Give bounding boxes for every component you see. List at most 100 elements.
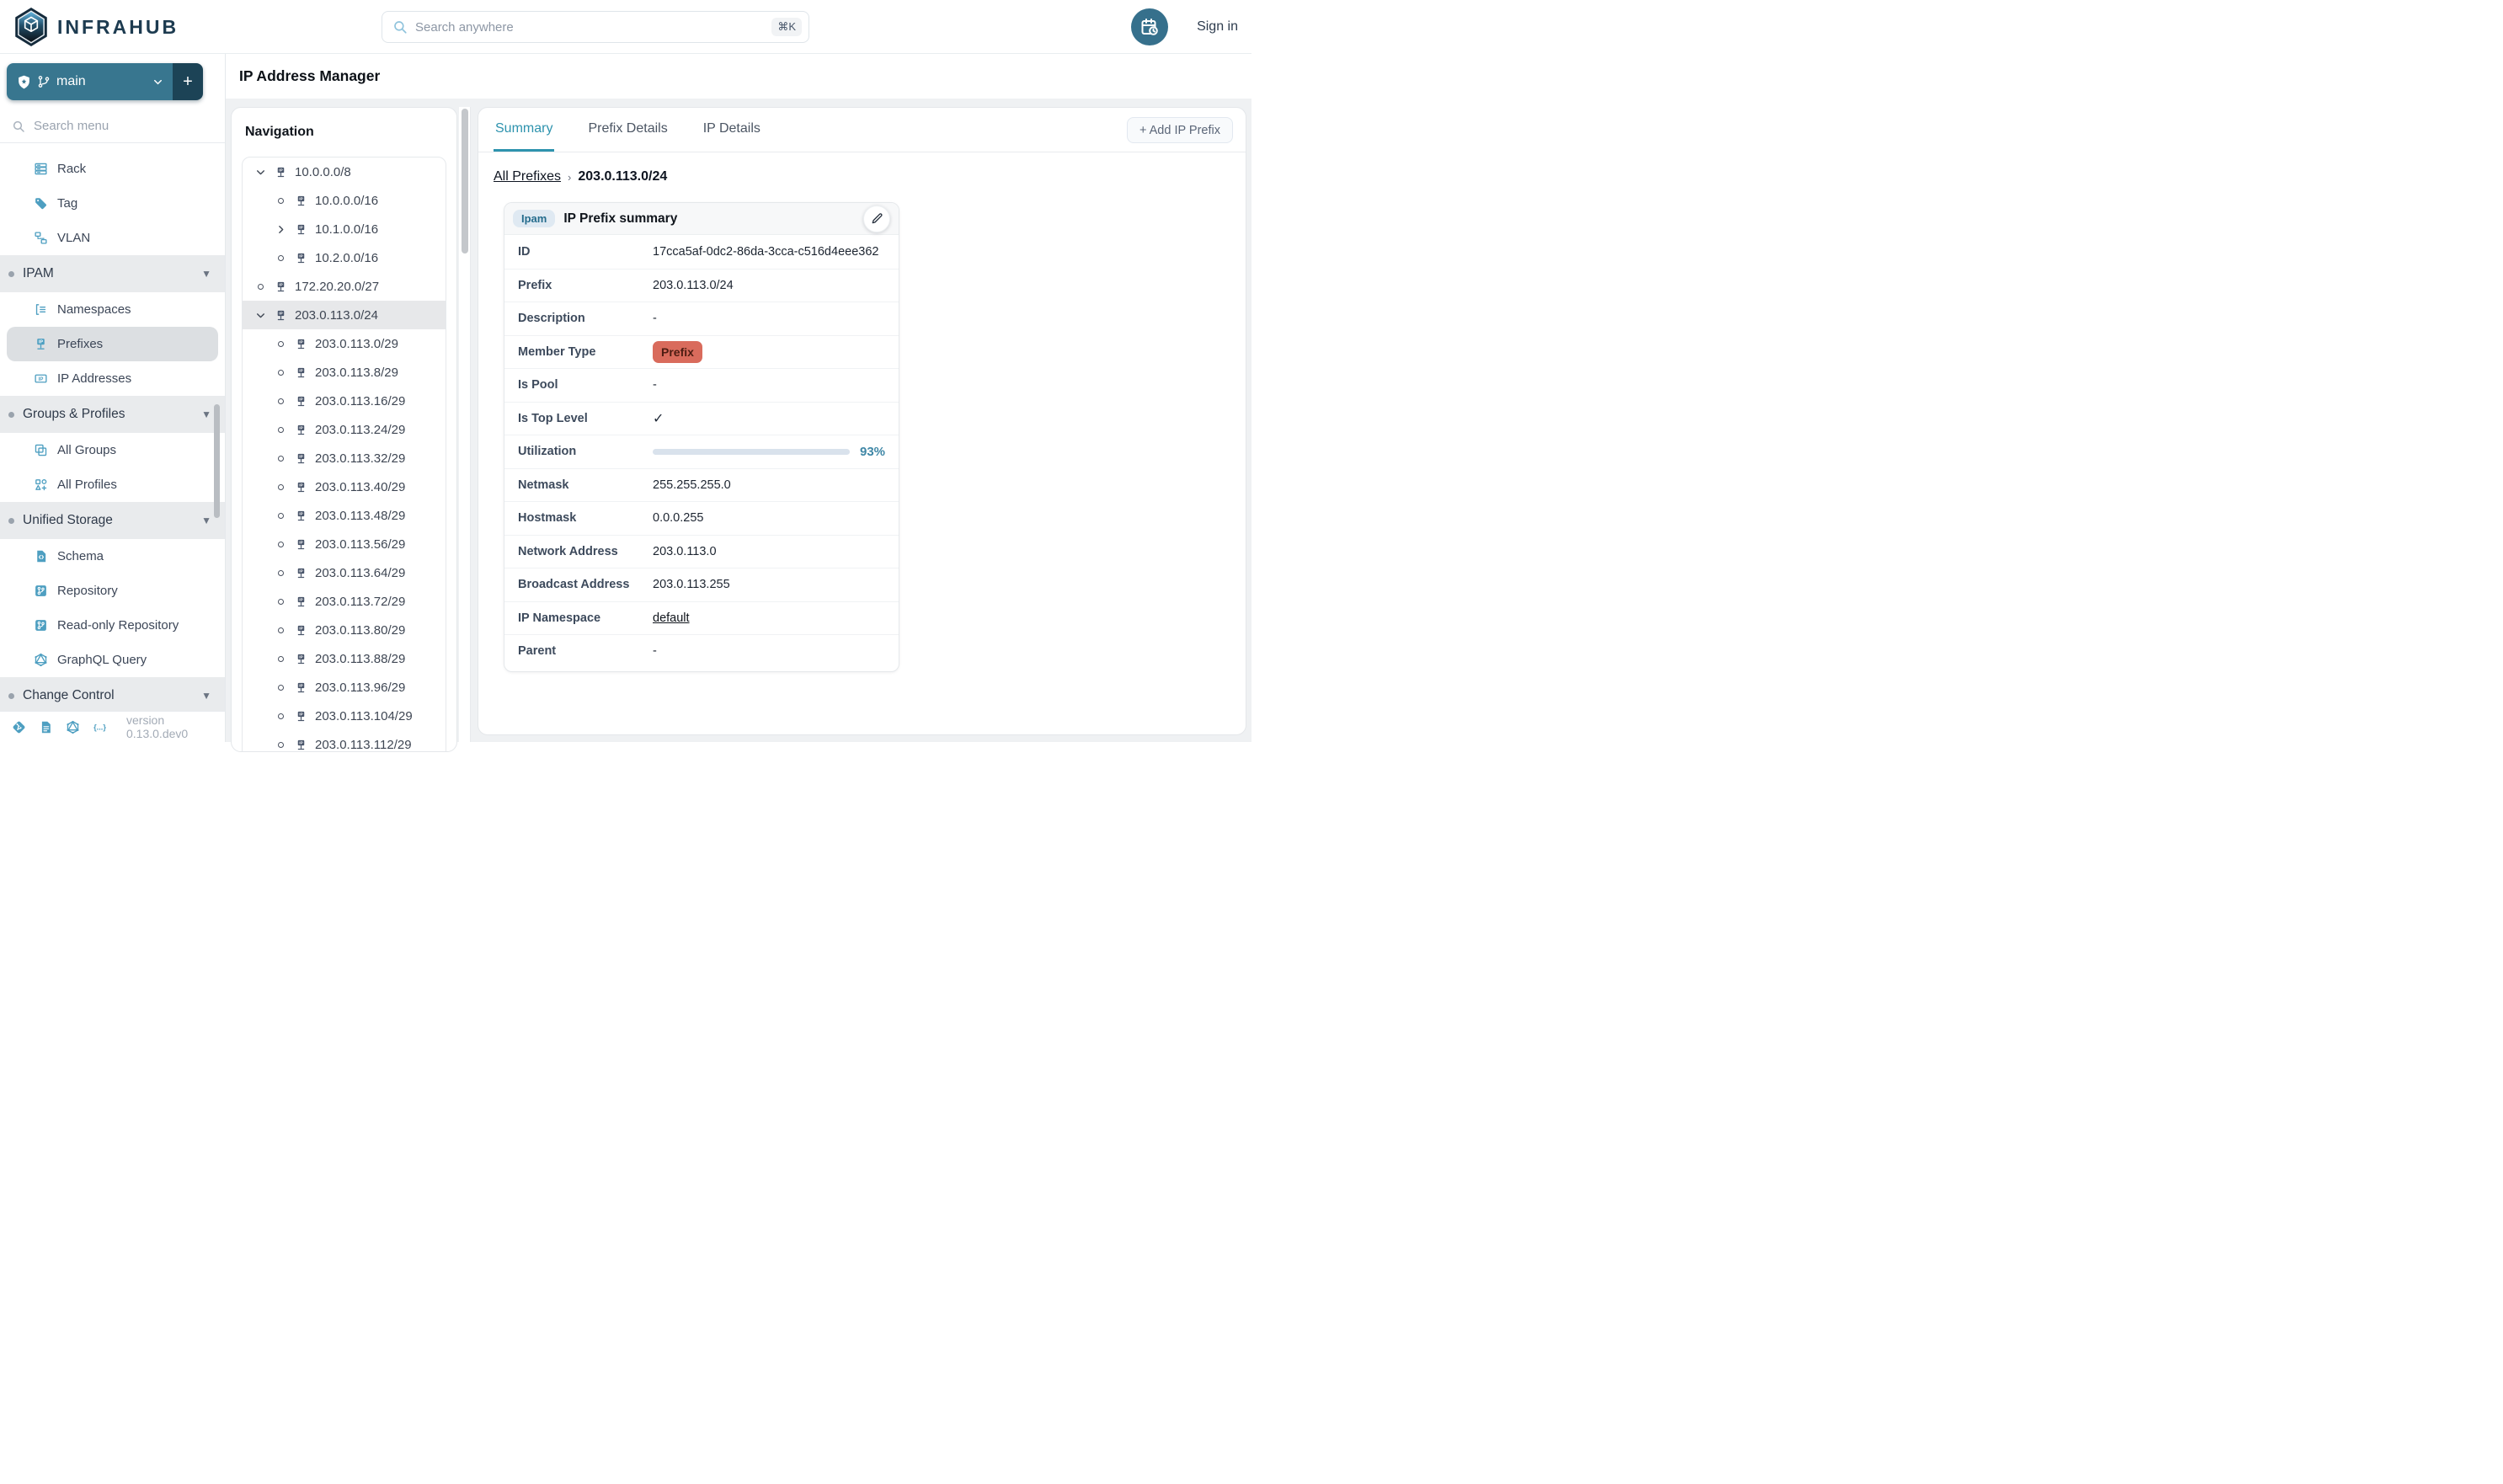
prefix-icon: IP (295, 252, 307, 264)
tab-prefix-details[interactable]: Prefix Details (588, 120, 668, 136)
tree-item-203-0-113-88-29[interactable]: IP 203.0.113.88/29 (243, 644, 446, 673)
profiles-icon (34, 478, 48, 492)
chevron-right-icon[interactable] (274, 224, 287, 235)
tree-item-203-0-113-24-29[interactable]: IP 203.0.113.24/29 (243, 415, 446, 444)
prefix-icon: IP (295, 739, 307, 751)
sidebar-item-all-profiles[interactable]: All Profiles (0, 467, 225, 502)
tree-scrollbar-thumb[interactable] (462, 109, 468, 254)
caret-down-icon: ▼ (201, 515, 211, 526)
branch-selector-main[interactable]: main (7, 63, 173, 100)
tree-item-label: 203.0.113.0/24 (295, 307, 378, 323)
breadcrumb-all-prefixes-link[interactable]: All Prefixes (494, 169, 562, 184)
branch-selector[interactable]: main + (7, 63, 203, 100)
svg-text:IP: IP (299, 196, 302, 200)
sidebar-section-unified-storage[interactable]: Unified Storage ▼ (0, 502, 225, 539)
tree-item-203-0-113-32-29[interactable]: IP 203.0.113.32/29 (243, 444, 446, 472)
sidebar-item-repository[interactable]: Repository (0, 574, 225, 608)
docs-icon[interactable] (39, 720, 53, 734)
svg-text:IP: IP (279, 311, 282, 315)
tree-item-203-0-113-48-29[interactable]: IP 203.0.113.48/29 (243, 501, 446, 530)
row-value-text: - (653, 378, 657, 392)
edit-prefix-button[interactable] (863, 205, 890, 232)
navigation-panel: Navigation IP 10.0.0.0/8 IP 10.0.0.0/16 IP 10… (231, 107, 457, 752)
sidebar-item-read-only-repository[interactable]: Read-only Repository (0, 608, 225, 643)
ip-prefix-summary-card: Ipam IP Prefix summary ID 17cca5af-0dc2-… (504, 202, 899, 672)
tree-item-203-0-113-112-29[interactable]: IP 203.0.113.112/29 (243, 730, 446, 751)
tab-summary[interactable]: Summary (494, 108, 555, 152)
chevron-down-icon[interactable] (254, 167, 267, 178)
checkmark-icon: ✓ (653, 411, 664, 426)
sidebar-section-ipam[interactable]: IPAM ▼ (0, 255, 225, 292)
sidebar-scrollbar[interactable] (214, 404, 220, 518)
svg-text:IP: IP (39, 377, 44, 382)
tree-item-label: 203.0.113.104/29 (315, 708, 413, 723)
prefix-icon: IP (295, 624, 307, 637)
tree-scrollbar-track[interactable] (459, 107, 471, 742)
tree-item-10-2-0-0-16[interactable]: IP 10.2.0.0/16 (243, 243, 446, 272)
svg-text:IP: IP (299, 597, 302, 601)
sidebar-section-change-control[interactable]: Change Control ▼ (0, 677, 225, 711)
sidebar-item-rack[interactable]: Rack (0, 152, 225, 186)
svg-text:IP: IP (39, 339, 43, 344)
tree-item-203-0-113-40-29[interactable]: IP 203.0.113.40/29 (243, 472, 446, 501)
sidebar-item-schema[interactable]: Schema (0, 539, 225, 574)
leaf-circle-icon (274, 541, 287, 547)
sidebar-item-prefixes[interactable]: IP Prefixes (7, 327, 218, 361)
row-label: Netmask (518, 478, 569, 492)
sidebar-item-label: Repository (57, 584, 118, 598)
ipam-badge: Ipam (513, 210, 556, 227)
repository-icon (34, 618, 48, 633)
tree-item-203-0-113-96-29[interactable]: IP 203.0.113.96/29 (243, 673, 446, 702)
infrahub-logo-icon (13, 7, 49, 47)
breadcrumb-separator: › (568, 170, 572, 184)
tree-item-203-0-113-0-24[interactable]: IP 203.0.113.0/24 (243, 301, 446, 329)
time-travel-button[interactable] (1131, 8, 1169, 45)
tree-item-203-0-113-8-29[interactable]: IP 203.0.113.8/29 (243, 358, 446, 387)
tree-item-203-0-113-72-29[interactable]: IP 203.0.113.72/29 (243, 587, 446, 616)
row-label: ID (518, 244, 531, 259)
chevron-down-icon[interactable] (254, 310, 267, 321)
infrahub-logo[interactable]: INFRAHUB (13, 7, 179, 47)
add-ip-prefix-button[interactable]: + Add IP Prefix (1126, 117, 1233, 143)
prefix-icon: IP (295, 366, 307, 379)
row-value-text: - (653, 312, 657, 326)
tree-item-172-20-20-0-27[interactable]: IP 172.20.20.0/27 (243, 272, 446, 301)
tree-item-203-0-113-56-29[interactable]: IP 203.0.113.56/29 (243, 530, 446, 558)
sign-in-button[interactable]: Sign in (1197, 19, 1238, 34)
summary-row-broadcast-address: Broadcast Address 203.0.113.255 (504, 568, 899, 601)
sidebar-item-label: GraphQL Query (57, 653, 147, 667)
sidebar-item-tag[interactable]: Tag (0, 186, 225, 221)
sidebar-item-namespaces[interactable]: Namespaces (0, 292, 225, 327)
sidebar-item-ip-addresses[interactable]: IP IP Addresses (0, 361, 225, 396)
tree-item-10-0-0-0-16[interactable]: IP 10.0.0.0/16 (243, 186, 446, 215)
leaf-circle-icon (274, 455, 287, 462)
openapi-icon[interactable]: {...} (93, 720, 107, 734)
global-search-input[interactable]: Search anywhere ⌘K (382, 11, 809, 43)
sidebar-item-all-groups[interactable]: All Groups (0, 433, 225, 467)
tree-item-203-0-113-16-29[interactable]: IP 203.0.113.16/29 (243, 387, 446, 415)
tree-item-label: 203.0.113.0/29 (315, 336, 398, 351)
menu-search-input[interactable]: Search menu (0, 109, 225, 143)
tree-item-203-0-113-64-29[interactable]: IP 203.0.113.64/29 (243, 558, 446, 587)
tree-item-10-0-0-0-8[interactable]: IP 10.0.0.0/8 (243, 157, 446, 186)
ip-namespace-link[interactable]: default (653, 611, 690, 625)
sidebar-item-vlan[interactable]: VLAN (0, 221, 225, 255)
create-branch-button[interactable]: + (173, 63, 203, 100)
tree-item-10-1-0-0-16[interactable]: IP 10.1.0.0/16 (243, 215, 446, 243)
prefix-icon: IP (295, 481, 307, 494)
graphql-icon[interactable] (66, 720, 80, 734)
section-dot-icon (8, 411, 14, 418)
tab-ip-details[interactable]: IP Details (702, 120, 761, 136)
section-label: Change Control (23, 688, 115, 702)
tree-item-203-0-113-0-29[interactable]: IP 203.0.113.0/29 (243, 329, 446, 358)
git-icon[interactable] (12, 720, 26, 734)
repository-icon (34, 584, 48, 598)
tree-item-203-0-113-80-29[interactable]: IP 203.0.113.80/29 (243, 616, 446, 644)
tree-item-203-0-113-104-29[interactable]: IP 203.0.113.104/29 (243, 702, 446, 730)
sidebar-item-label: Rack (57, 162, 87, 176)
sidebar-section-groups-profiles[interactable]: Groups & Profiles ▼ (0, 396, 225, 433)
sidebar-item-label: Namespaces (57, 302, 131, 317)
sidebar: main + Search menu Rack Tag VLAN IPAM ▼ … (0, 54, 226, 742)
menu-search-placeholder: Search menu (34, 119, 109, 133)
sidebar-item-graphql-query[interactable]: GraphQL Query (0, 643, 225, 677)
